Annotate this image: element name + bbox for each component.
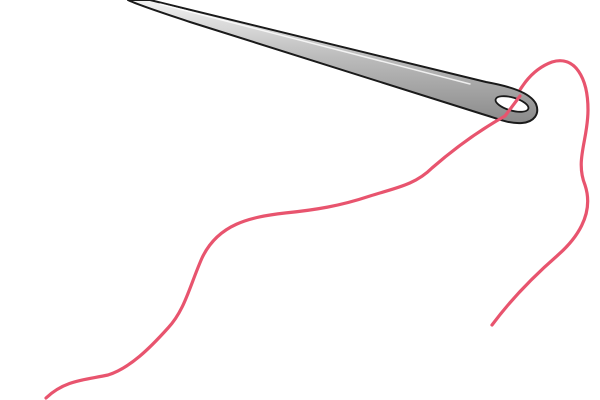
thread-front-strand bbox=[503, 94, 522, 118]
thread-icon bbox=[44, 114, 507, 400]
needle-shaft bbox=[127, 0, 539, 125]
needle-shine bbox=[159, 3, 471, 85]
thread-back-strand bbox=[490, 59, 590, 327]
needle-icon bbox=[127, 0, 539, 125]
